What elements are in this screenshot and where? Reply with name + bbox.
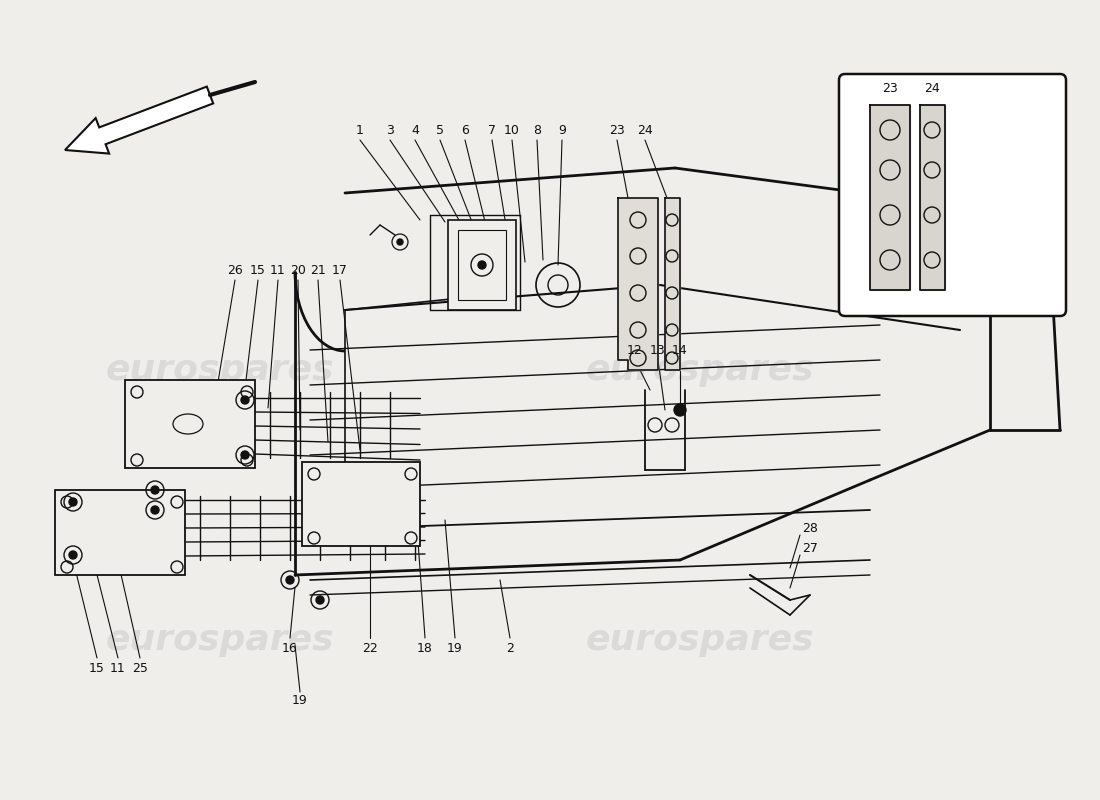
Text: 6: 6 — [461, 123, 469, 137]
Bar — [55, 490, 185, 575]
Text: 24: 24 — [637, 123, 653, 137]
Text: 9: 9 — [558, 123, 565, 137]
Circle shape — [69, 498, 77, 506]
Text: 14: 14 — [672, 343, 688, 357]
Text: 8: 8 — [534, 123, 541, 137]
Text: 23: 23 — [609, 123, 625, 137]
Circle shape — [151, 486, 160, 494]
Circle shape — [478, 261, 486, 269]
Text: 2: 2 — [506, 642, 514, 654]
Bar — [302, 462, 420, 546]
Text: eurospares: eurospares — [585, 623, 814, 657]
Text: 22: 22 — [362, 642, 378, 654]
Polygon shape — [870, 105, 910, 290]
Text: 13: 13 — [650, 343, 666, 357]
Text: 7: 7 — [488, 123, 496, 137]
Circle shape — [674, 404, 686, 416]
Text: 27: 27 — [802, 542, 818, 554]
Polygon shape — [618, 198, 658, 370]
Circle shape — [151, 506, 160, 514]
Polygon shape — [666, 198, 680, 370]
Text: 19: 19 — [293, 694, 308, 706]
FancyArrow shape — [65, 86, 213, 154]
Circle shape — [316, 596, 324, 604]
Text: 26: 26 — [227, 263, 243, 277]
Text: eurospares: eurospares — [106, 623, 334, 657]
Circle shape — [397, 239, 403, 245]
Text: 23: 23 — [882, 82, 898, 94]
Circle shape — [241, 451, 249, 459]
Text: 20: 20 — [290, 263, 306, 277]
Circle shape — [69, 551, 77, 559]
Text: 4: 4 — [411, 123, 419, 137]
Text: 12: 12 — [627, 343, 642, 357]
Text: 15: 15 — [89, 662, 104, 674]
Text: 15: 15 — [250, 263, 266, 277]
Text: 11: 11 — [110, 662, 125, 674]
Circle shape — [286, 576, 294, 584]
Bar — [125, 380, 255, 468]
Text: 18: 18 — [417, 642, 433, 654]
Text: 5: 5 — [436, 123, 444, 137]
Text: eurospares: eurospares — [106, 353, 334, 387]
Text: 1: 1 — [356, 123, 364, 137]
Text: 11: 11 — [271, 263, 286, 277]
FancyBboxPatch shape — [839, 74, 1066, 316]
Bar — [448, 220, 516, 310]
Text: 21: 21 — [310, 263, 326, 277]
Text: 28: 28 — [802, 522, 818, 534]
Circle shape — [241, 396, 249, 404]
Text: 25: 25 — [132, 662, 147, 674]
Text: eurospares: eurospares — [585, 353, 814, 387]
Text: 10: 10 — [504, 123, 520, 137]
Text: 24: 24 — [924, 82, 939, 94]
Text: 19: 19 — [447, 642, 463, 654]
Bar — [458, 230, 506, 300]
Polygon shape — [920, 105, 945, 290]
Text: 17: 17 — [332, 263, 348, 277]
Text: 16: 16 — [282, 642, 298, 654]
Text: 3: 3 — [386, 123, 394, 137]
